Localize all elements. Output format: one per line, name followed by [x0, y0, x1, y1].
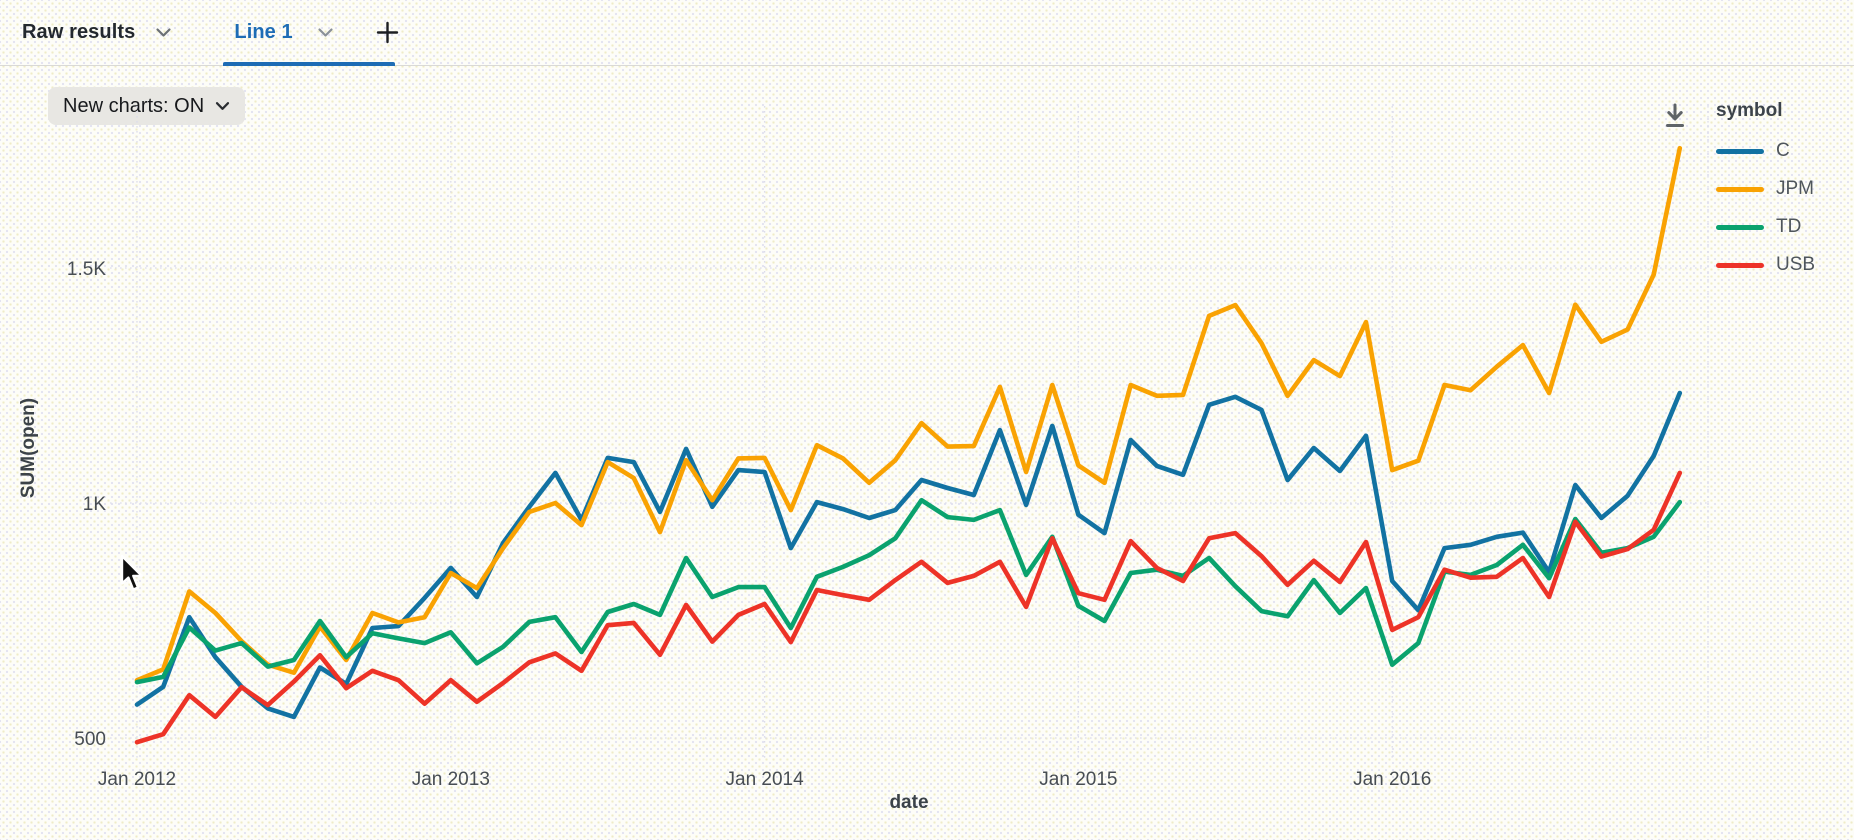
- legend-label: TD: [1776, 216, 1802, 237]
- download-chart-button[interactable]: [1656, 96, 1696, 136]
- legend-swatch: [1716, 148, 1764, 154]
- series-line-TD: [134, 497, 1683, 685]
- download-icon: [1658, 99, 1694, 133]
- mouse-arrow-cursor: [120, 554, 143, 591]
- legend-item-C: C: [1716, 132, 1851, 170]
- add-tab-button[interactable]: [370, 15, 405, 50]
- active-tab-underline: [223, 62, 395, 66]
- chevron-down-icon: [317, 27, 334, 38]
- x-axis-title: date: [889, 792, 929, 813]
- y-axis-title: SUM(open): [18, 397, 39, 499]
- legend-swatch: [1716, 262, 1764, 268]
- y-axis-tick-label: 1K: [83, 494, 107, 515]
- legend-title: symbol: [1716, 100, 1783, 121]
- tab-bar: Raw results Line 1: [0, 0, 1854, 66]
- y-axis-tick-label: 500: [74, 729, 106, 750]
- legend-swatch: [1716, 186, 1764, 192]
- legend-label: USB: [1776, 254, 1816, 275]
- legend-label: C: [1776, 140, 1790, 161]
- chart-legend: symbol C JPM TD USB: [1716, 100, 1851, 284]
- plus-icon: [376, 21, 399, 44]
- series-line-C: [134, 390, 1683, 720]
- new-charts-toggle-button[interactable]: New charts: ON: [48, 87, 246, 125]
- chevron-down-icon: [155, 27, 172, 38]
- tab-line-1-label: Line 1: [234, 21, 293, 43]
- x-axis-tick-label: Jan 2015: [1039, 769, 1117, 790]
- tab-raw-results[interactable]: Raw results: [22, 0, 172, 65]
- tab-raw-results-label: Raw results: [22, 21, 136, 43]
- new-charts-toggle-label: New charts: ON: [63, 94, 205, 117]
- x-axis-tick-label: Jan 2016: [1353, 769, 1431, 790]
- legend-label: JPM: [1776, 178, 1814, 199]
- y-axis-tick-label: 1.5K: [67, 259, 106, 280]
- legend-item-USB: USB: [1716, 246, 1851, 284]
- x-axis-tick-label: Jan 2012: [98, 769, 176, 790]
- series-line-JPM: [134, 145, 1683, 683]
- legend-item-TD: TD: [1716, 208, 1851, 246]
- legend-swatch: [1716, 224, 1764, 230]
- series-line-USB: [134, 470, 1683, 745]
- legend-items: C JPM TD USB: [1716, 132, 1851, 284]
- chevron-down-icon: [215, 101, 230, 111]
- x-axis-tick-label: Jan 2014: [726, 769, 805, 790]
- tab-line-1[interactable]: Line 1: [234, 0, 333, 65]
- x-axis-tick-label: Jan 2013: [412, 769, 490, 790]
- legend-item-JPM: JPM: [1716, 170, 1851, 208]
